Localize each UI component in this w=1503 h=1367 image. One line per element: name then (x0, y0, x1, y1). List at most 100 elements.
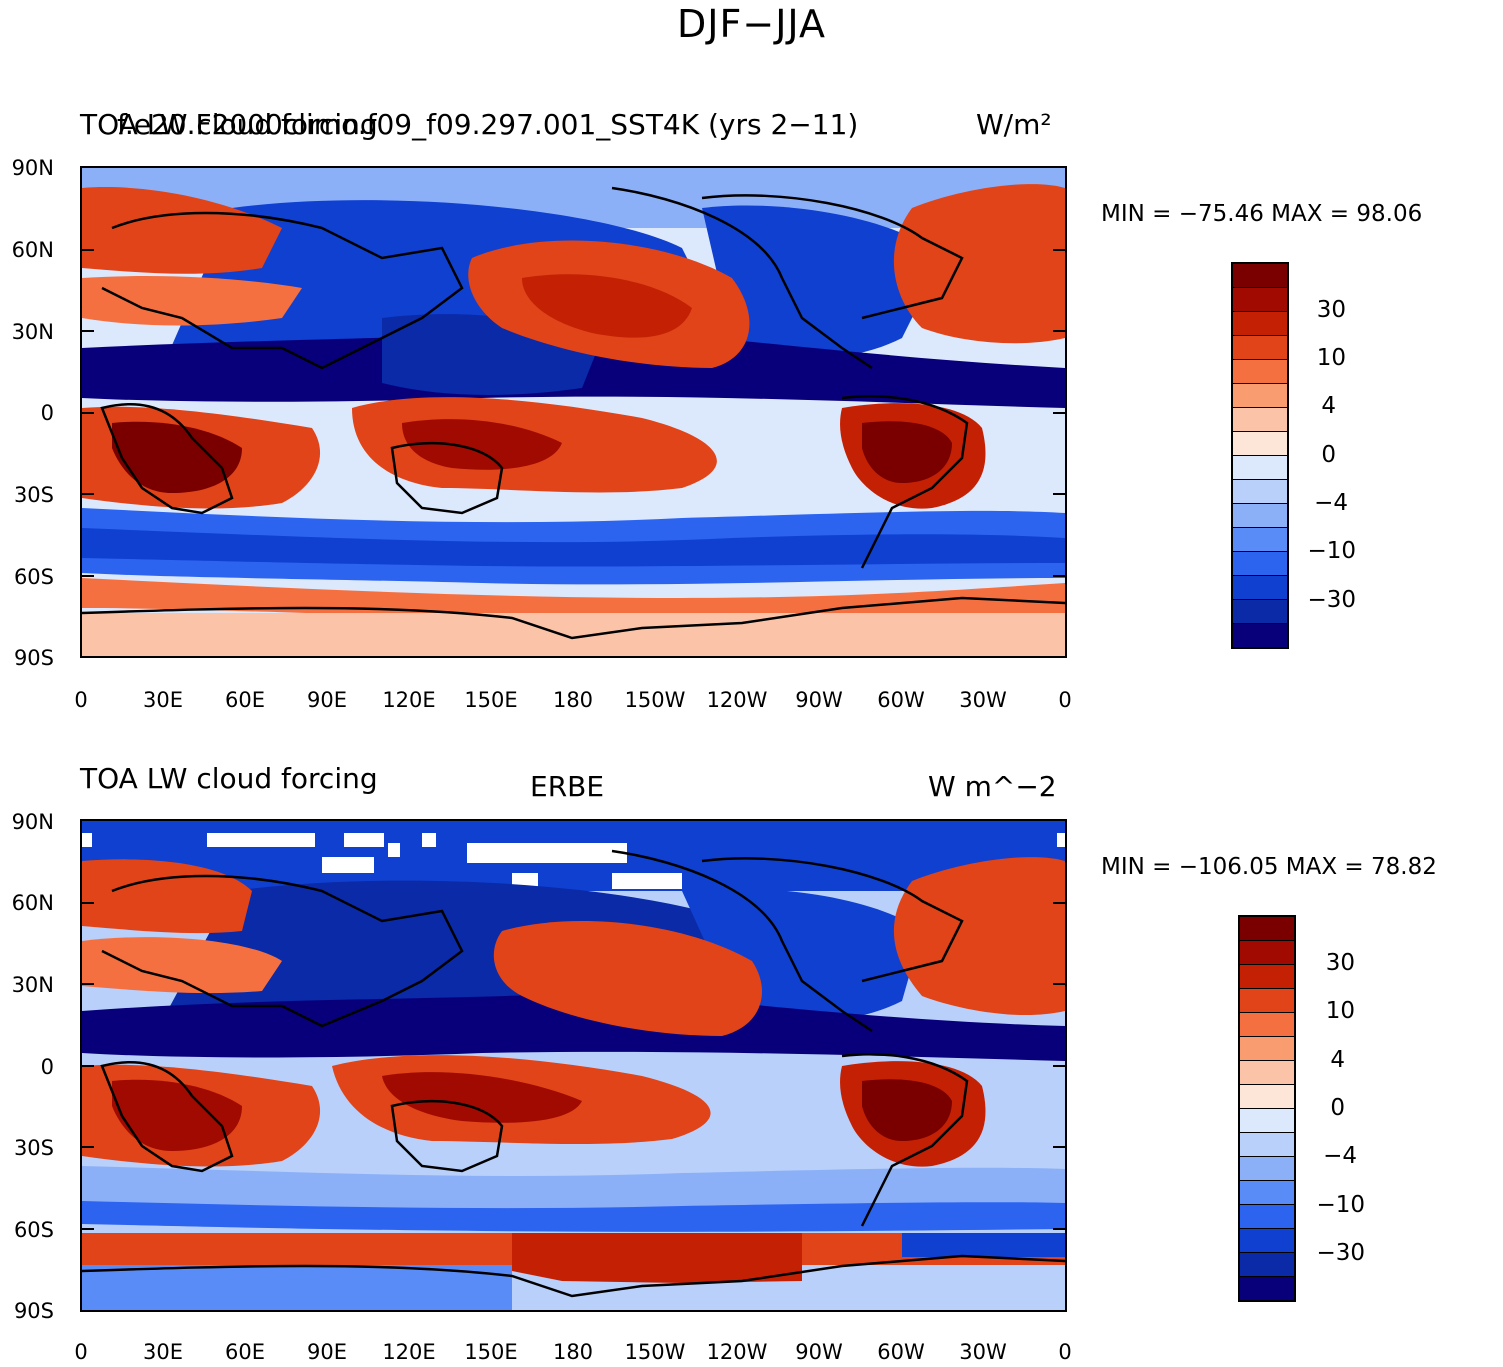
lat-label: 90S (13, 1299, 54, 1323)
colorbar-swatch (1240, 1037, 1294, 1061)
colorbar-swatch (1240, 989, 1294, 1013)
lon-label: 90W (795, 688, 843, 712)
colorbar-swatch (1233, 480, 1287, 504)
panel-title-left: TOA LW cloud forcing (80, 762, 378, 795)
lon-label: 150E (464, 688, 518, 712)
colorbar-swatch (1233, 432, 1287, 456)
colorbar-swatch (1233, 408, 1287, 432)
lat-label: 30S (13, 483, 54, 507)
lon-label: 150W (624, 688, 686, 712)
stats-min-max: MIN = −106.05 MAX = 78.82 (1101, 854, 1437, 880)
colorbar-swatch (1233, 288, 1287, 312)
colorbar-swatch (1240, 1013, 1294, 1037)
panel-title-center: f.e20.F2000climo.f09_f09.297.001_SST4K (… (117, 108, 859, 141)
contour-map-top (82, 168, 1065, 656)
lat-label: 90S (13, 646, 54, 670)
lon-label: 0 (74, 688, 88, 712)
colorbar-swatch (1240, 1109, 1294, 1133)
lat-label: 90N (11, 156, 54, 180)
colorbar-label: −10 (1316, 1192, 1365, 1218)
lon-label: 30W (959, 1340, 1007, 1364)
lat-label: 90N (11, 810, 54, 834)
colorbar-label: 0 (1321, 442, 1336, 468)
contour-map-bottom (82, 821, 1065, 1310)
colorbar-bottom (1238, 915, 1296, 1302)
colorbar-swatch (1233, 264, 1287, 288)
colorbar-swatch (1233, 552, 1287, 576)
colorbar-label: −30 (1307, 587, 1356, 613)
lon-label: 150E (464, 1340, 518, 1364)
map-frame-top (80, 166, 1067, 658)
colorbar-label: 30 (1325, 950, 1355, 976)
map-frame-bottom (80, 819, 1067, 1312)
colorbar-label: 0 (1330, 1095, 1345, 1121)
lon-label: 120W (706, 1340, 768, 1364)
colorbar-swatch (1233, 624, 1287, 647)
colorbar-swatch (1233, 528, 1287, 552)
panel-title-right: W m^−2 (928, 770, 1057, 803)
colorbar-label: 4 (1321, 393, 1336, 419)
lon-label: 0 (1058, 688, 1072, 712)
lon-label: 60W (877, 1340, 925, 1364)
lon-label: 120E (382, 688, 436, 712)
colorbar-label: 30 (1316, 297, 1346, 323)
lon-label: 120E (382, 1340, 436, 1364)
figure-title: DJF−JJA (677, 2, 826, 46)
lon-label: 30E (143, 688, 183, 712)
lon-label: 180 (552, 688, 594, 712)
lon-label: 30E (143, 1340, 183, 1364)
colorbar-label: 10 (1316, 345, 1346, 371)
colorbar-swatch (1240, 1061, 1294, 1085)
colorbar-label: −10 (1307, 538, 1356, 564)
colorbar-swatch (1240, 917, 1294, 941)
colorbar-label: 4 (1330, 1047, 1345, 1073)
lon-label: 60E (225, 1340, 265, 1364)
colorbar-swatch (1240, 965, 1294, 989)
lon-label: 90E (307, 688, 347, 712)
lat-label: 60N (11, 238, 54, 262)
colorbar-label: −4 (1314, 490, 1348, 516)
colorbar-swatch (1240, 1277, 1294, 1300)
colorbar-label: 10 (1325, 998, 1355, 1024)
colorbar-swatch (1240, 1157, 1294, 1181)
lat-label: 30N (11, 973, 54, 997)
colorbar-swatch (1240, 1205, 1294, 1229)
panel-title-left: TOA LW cloud forcing (80, 108, 378, 141)
lat-label: 60S (13, 565, 54, 589)
lon-label: 90W (795, 1340, 843, 1364)
lat-label: 0 (40, 1055, 54, 1079)
lat-label: 60S (13, 1218, 54, 1242)
lon-label: 0 (74, 1340, 88, 1364)
colorbar-top (1231, 262, 1289, 649)
colorbar-label: −4 (1323, 1143, 1357, 1169)
colorbar-swatch (1233, 576, 1287, 600)
colorbar-swatch (1240, 1229, 1294, 1253)
lat-label: 0 (40, 401, 54, 425)
colorbar-swatch (1240, 1181, 1294, 1205)
lat-label: 60N (11, 891, 54, 915)
panel-title-center: ERBE (530, 770, 605, 803)
lon-label: 60W (877, 688, 925, 712)
colorbar-swatch (1233, 456, 1287, 480)
colorbar-swatch (1233, 336, 1287, 360)
colorbar-swatch (1233, 384, 1287, 408)
colorbar-swatch (1240, 1133, 1294, 1157)
lon-label: 180 (552, 1340, 594, 1364)
colorbar-swatch (1233, 312, 1287, 336)
stats-min-max: MIN = −75.46 MAX = 98.06 (1101, 201, 1423, 227)
lon-label: 60E (225, 688, 265, 712)
colorbar-label: −30 (1316, 1240, 1365, 1266)
lon-label: 30W (959, 688, 1007, 712)
lon-label: 120W (706, 688, 768, 712)
lon-label: 0 (1058, 1340, 1072, 1364)
lon-label: 150W (624, 1340, 686, 1364)
colorbar-swatch (1240, 941, 1294, 965)
colorbar-swatch (1240, 1085, 1294, 1109)
lon-label: 90E (307, 1340, 347, 1364)
panel-title-right: W/m² (976, 108, 1052, 141)
lat-label: 30S (13, 1136, 54, 1160)
colorbar-swatch (1240, 1253, 1294, 1277)
lat-label: 30N (11, 320, 54, 344)
colorbar-swatch (1233, 504, 1287, 528)
colorbar-swatch (1233, 360, 1287, 384)
